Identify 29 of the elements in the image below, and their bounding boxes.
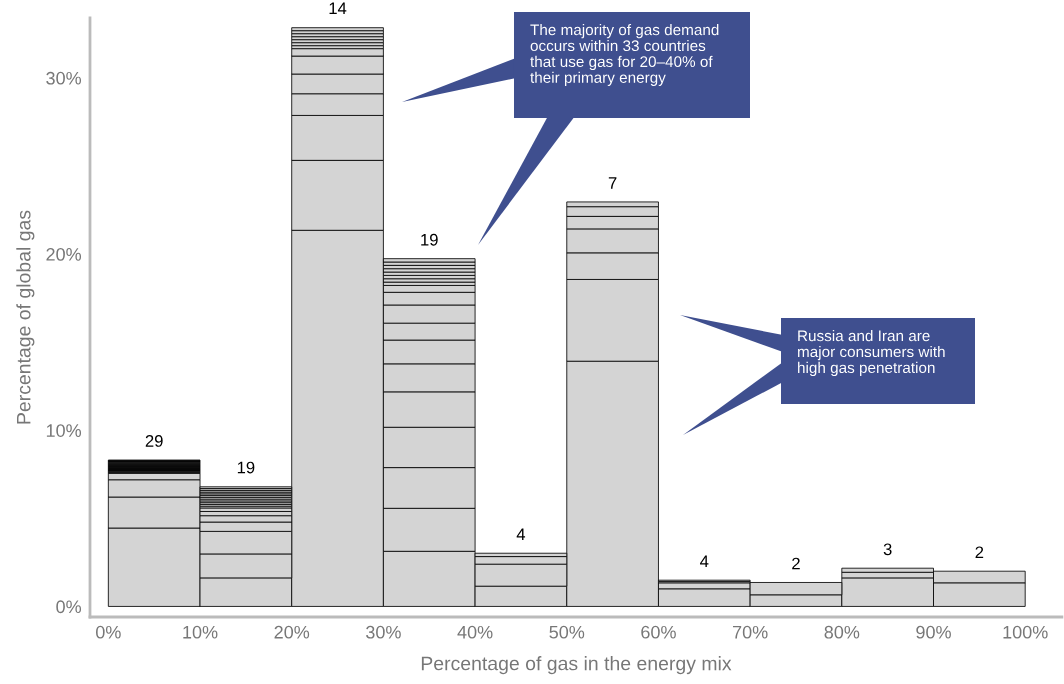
x-tick-label: 100% (1003, 625, 1048, 639)
annotation: The majority of gas demand occurs within 33 countries that use gas for 20–40% of their primary energy (530, 24, 719, 86)
annotation: 19 (237, 461, 255, 474)
annotation: 4 (700, 555, 709, 567)
x-tick-label: 70% (733, 625, 768, 639)
y-tick-label: 10% (46, 424, 82, 437)
annotation: Russia and Iran are major consumers with high gas penetration (798, 330, 945, 377)
annotation: 3 (883, 543, 892, 556)
annotation: 2 (792, 557, 800, 570)
y-tick-label: 30% (46, 71, 82, 85)
x-axis-title: Percentage of gas in the energy mix (421, 656, 732, 675)
x-tick-label: 90% (916, 625, 951, 639)
annotation: 29 (145, 435, 163, 447)
x-tick-label: 60% (641, 625, 676, 639)
y-tick-label: 0% (56, 600, 82, 614)
y-axis-title: Percentage of global gas (16, 210, 35, 424)
x-tick-label: 80% (824, 625, 860, 639)
annotation: 7 (608, 177, 617, 189)
annotation: 2 (975, 546, 984, 559)
x-tick-label: 50% (549, 625, 585, 639)
x-tick-label: 40% (457, 625, 493, 639)
annotation: 4 (516, 528, 526, 541)
x-tick-label: 10% (183, 625, 218, 639)
x-tick-label: 30% (366, 625, 401, 639)
x-tick-label: 20% (274, 625, 310, 639)
y-tick-label: 20% (46, 248, 82, 261)
annotation: 19 (421, 233, 438, 246)
x-tick-label: 0% (95, 625, 121, 639)
annotation: 14 (329, 2, 347, 14)
